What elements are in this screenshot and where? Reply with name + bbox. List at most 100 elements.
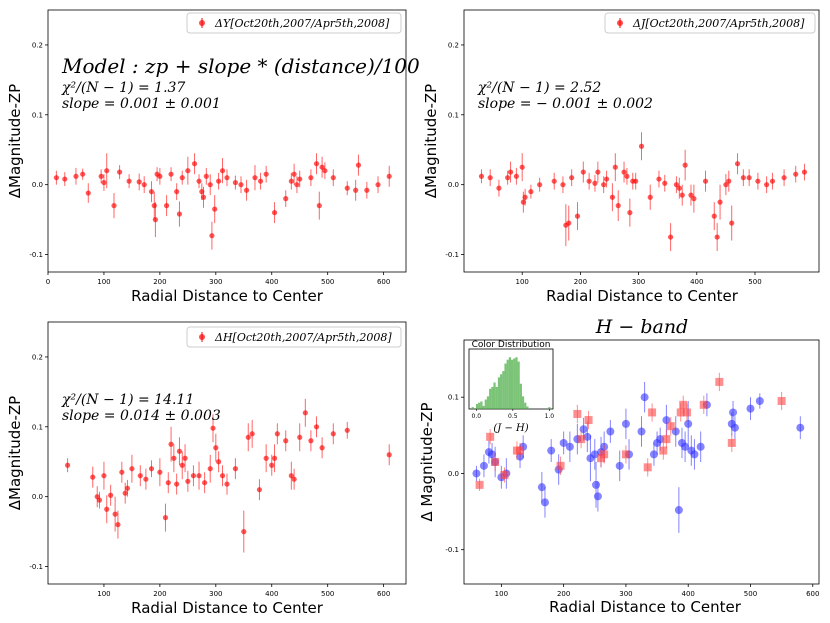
data-point [496, 185, 502, 191]
data-point-square [643, 463, 652, 472]
histogram-bar [511, 359, 514, 409]
data-point [681, 442, 690, 451]
model-annotation: Model : zp + slope * (distance)/100 [61, 54, 420, 78]
data-point [729, 220, 735, 226]
x-tick-label: 100 [97, 278, 110, 286]
slope-annotation: slope = 0.001 ± 0.001 [62, 96, 221, 112]
data-point [291, 476, 297, 482]
data-point [185, 478, 191, 484]
data-point-square [621, 450, 630, 459]
data-point-square [577, 435, 586, 444]
x-tick-label: 500 [748, 278, 761, 286]
data-point [540, 498, 549, 507]
data-point [232, 466, 238, 472]
data-point [203, 173, 209, 179]
data-point [364, 187, 370, 193]
data-point [330, 431, 336, 437]
data-point [640, 393, 649, 402]
data-point [691, 196, 697, 202]
data-point [108, 492, 114, 498]
data-point [174, 189, 180, 195]
x-tick-label: 300 [209, 590, 222, 598]
x-tick-label: 100 [495, 590, 508, 598]
data-point [224, 481, 230, 487]
histogram-bar [526, 406, 529, 409]
data-point [179, 175, 185, 181]
data-point [302, 410, 308, 416]
data-point [313, 161, 320, 167]
data-point [595, 169, 601, 175]
data-point-square [573, 409, 582, 418]
legend-box [186, 12, 402, 34]
axis-ticks: 0 100 200 300 400 500 600 -0.1 0.0 0.1 0.2 [29, 41, 390, 286]
data-point [157, 173, 163, 179]
data-point [216, 459, 222, 465]
data-point [375, 182, 381, 188]
y-axis-label: ΔMagnitude-ZP [6, 396, 24, 510]
data-point [621, 169, 627, 175]
data-point [162, 515, 169, 521]
data-point [746, 404, 755, 413]
data-point [263, 171, 269, 177]
data-point [615, 203, 621, 209]
histogram-bar [517, 361, 520, 409]
data-point [755, 178, 761, 184]
x-tick-label: 600 [806, 590, 819, 598]
data-points [478, 132, 808, 252]
data-point [288, 473, 294, 479]
y-tick-label: -0.1 [445, 251, 459, 259]
x-tick-label: 100 [516, 278, 529, 286]
data-point [252, 175, 258, 181]
data-point [157, 469, 163, 475]
data-point [627, 210, 633, 216]
data-point [522, 194, 528, 200]
data-point [569, 175, 575, 181]
x-tick-label: 400 [265, 590, 278, 598]
legend-label: ΔY[Oct20th,2007/Apr5th,2008] [214, 17, 390, 30]
data-points [53, 153, 392, 250]
data-point [796, 423, 805, 432]
data-point [513, 173, 519, 179]
data-point [353, 187, 359, 193]
data-point [592, 480, 601, 489]
histogram-bar [478, 402, 481, 409]
data-point [688, 192, 694, 198]
chi2-annotation: χ²/(N − 1) = 1.37 [61, 80, 185, 96]
chart-title: H − band [595, 316, 688, 338]
data-point [673, 182, 680, 188]
data-point [730, 423, 739, 432]
histogram-bar [506, 359, 509, 409]
y-tick-label: 0.2 [448, 41, 459, 49]
y-tick-label: -0.1 [29, 563, 43, 571]
data-point [200, 194, 207, 200]
data-point [104, 506, 110, 512]
y-tick-label: 0.1 [32, 423, 43, 431]
axis-ticks: 100 200 300 400 500 600 -0.1 0.0 0.1 [445, 394, 819, 598]
data-point [583, 432, 592, 441]
inset-bars [471, 357, 551, 409]
y-tick-label: 0.1 [32, 111, 43, 119]
data-point-square [727, 438, 736, 447]
histogram-bar [486, 396, 490, 409]
data-point [297, 434, 303, 440]
data-points [472, 372, 805, 533]
data-point [590, 450, 599, 459]
data-point [85, 190, 91, 196]
data-point [801, 169, 808, 175]
slope-annotation: slope = − 0.001 ± 0.002 [478, 96, 653, 112]
data-point [165, 480, 171, 486]
data-point [291, 171, 297, 177]
data-point-square [556, 461, 565, 470]
data-point [537, 483, 546, 492]
y-tick-label: 0.1 [448, 394, 459, 402]
panel-delta-j: 100 200 300 400 500 -0.1 0.0 0.1 0.2 ΔJ[Oct20th,… [422, 9, 820, 305]
histogram-bar [484, 399, 487, 409]
legend-box [186, 326, 402, 348]
data-point-square [715, 377, 724, 386]
data-point [656, 176, 662, 182]
histogram-bar [521, 396, 525, 409]
data-point [729, 408, 738, 417]
data-point-square [777, 397, 786, 405]
data-point [740, 175, 746, 181]
